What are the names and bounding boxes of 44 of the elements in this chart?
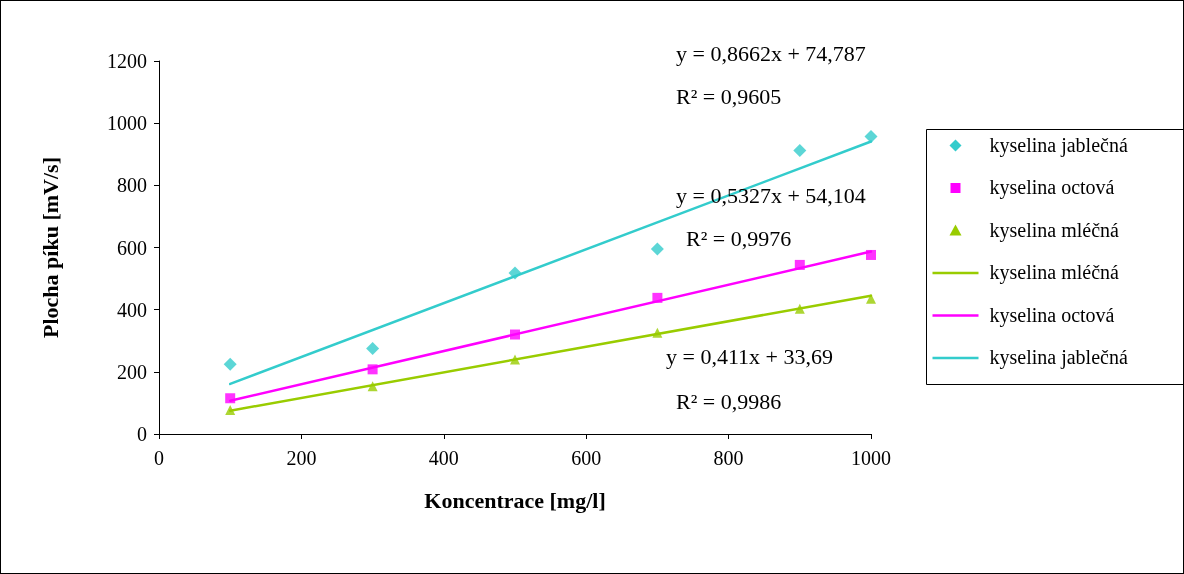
y-tick-label: 200 [117, 360, 147, 383]
point [794, 303, 805, 314]
y-tick-label: 0 [137, 423, 147, 445]
y-tick-label: 600 [117, 236, 147, 259]
legend-label: kyselina jablečná [989, 133, 1128, 157]
point [225, 393, 236, 404]
point [510, 354, 520, 365]
point [864, 130, 878, 144]
annotation: R² = 0,9605 [676, 83, 782, 109]
legend-label: kyselina octová [989, 176, 1115, 199]
point [650, 242, 664, 256]
point [866, 249, 876, 260]
point [367, 364, 378, 375]
point [794, 259, 805, 270]
x-tick-label: 800 [713, 447, 744, 469]
legend-label: kyselina mléčná [989, 218, 1120, 242]
x-tick-label: 0 [154, 447, 164, 469]
x-tick-label: 1000 [851, 447, 891, 469]
y-tick-label: 800 [117, 174, 147, 197]
point [225, 405, 236, 416]
point [652, 327, 663, 338]
x-tick-label: 400 [428, 447, 459, 469]
y-tick-label: 400 [117, 298, 147, 321]
legend-label: kyselina jablečná [989, 346, 1128, 369]
annotation: y = 0,411x + 33,69 [666, 343, 833, 369]
y-tick-label: 1000 [107, 112, 147, 135]
point [223, 357, 237, 371]
x-axis-title: Koncentrace [mg/l] [424, 487, 606, 513]
legend-label: kyselina mléčná [989, 261, 1120, 284]
y-axis-title: Plocha píku [mV/s] [37, 157, 63, 338]
x-tick-label: 600 [571, 447, 602, 469]
point [510, 329, 520, 340]
y-tick-label: 1200 [107, 50, 147, 72]
point [367, 381, 378, 392]
legend-label: kyselina octová [989, 303, 1115, 327]
point [793, 144, 807, 158]
point [652, 292, 663, 303]
annotation: R² = 0,9976 [686, 225, 792, 251]
annotation: y = 0,8662x + 74,787 [676, 40, 866, 66]
point [866, 293, 876, 304]
annotation: R² = 0,9986 [676, 388, 782, 414]
point [366, 342, 380, 356]
point [508, 266, 522, 280]
x-tick-label: 200 [286, 447, 317, 469]
